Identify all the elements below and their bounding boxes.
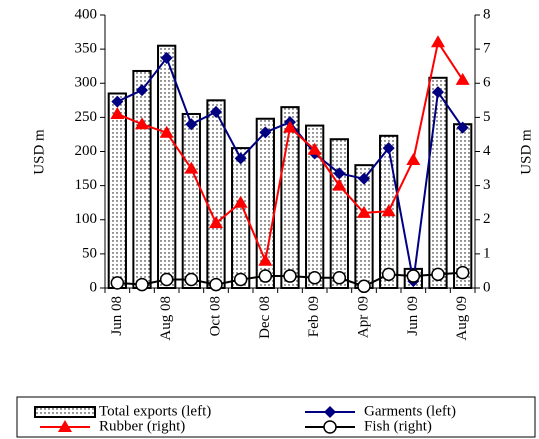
legend-swatch [34, 406, 96, 418]
marker [160, 51, 173, 64]
marker [58, 420, 72, 432]
marker [233, 272, 248, 287]
marker [209, 216, 223, 229]
marker [358, 172, 370, 185]
marker [159, 272, 174, 287]
marker [110, 106, 125, 119]
marker [432, 86, 444, 99]
y-tick-label: 200 [75, 143, 98, 159]
bar [107, 92, 127, 289]
legend-item: Rubber (right) [40, 418, 185, 434]
legend-item: Fish (right) [305, 418, 432, 434]
bar [305, 124, 325, 289]
x-tick-label: Apr 09 [355, 296, 371, 338]
marker [357, 279, 371, 294]
y2-tick-label: 4 [483, 143, 491, 159]
marker [210, 105, 222, 118]
y2-tick-label: 6 [483, 75, 491, 91]
marker [259, 126, 272, 139]
marker [136, 84, 148, 97]
marker [456, 121, 469, 134]
marker [184, 161, 199, 174]
marker [159, 125, 174, 138]
y-tick-label: 50 [82, 245, 97, 261]
y2-tick-label: 0 [483, 279, 491, 295]
marker [431, 267, 445, 282]
marker [455, 265, 470, 280]
x-tick-label: Jun 09 [405, 296, 421, 336]
marker [381, 267, 396, 282]
marker [209, 277, 223, 292]
marker [135, 277, 149, 292]
y2-tick-label: 7 [483, 41, 491, 57]
x-tick-label: Jun 08 [109, 296, 125, 336]
bar [255, 117, 275, 289]
marker [406, 153, 421, 166]
bar [132, 69, 152, 289]
x-tick-label: Aug 09 [454, 296, 470, 341]
marker [357, 205, 371, 218]
bar [428, 76, 448, 290]
marker [233, 195, 248, 208]
marker [382, 142, 395, 155]
marker [332, 178, 347, 191]
marker [332, 271, 347, 285]
bar [157, 44, 177, 290]
marker [258, 253, 273, 266]
marker [234, 152, 247, 165]
marker [110, 276, 125, 290]
y2-tick-label: 1 [483, 245, 491, 261]
marker [283, 120, 297, 133]
marker [333, 167, 346, 180]
y-tick-label: 400 [75, 6, 98, 22]
y-tick-label: 300 [75, 75, 98, 91]
x-tick-label: Aug 08 [158, 296, 174, 341]
y-tick-label: 250 [75, 109, 98, 125]
marker [184, 272, 199, 287]
y2-tick-label: 3 [483, 177, 491, 193]
legend-item: Total exports (left) [34, 403, 211, 419]
legend-label: Garments (left) [364, 403, 456, 419]
x-tick-label: Oct 08 [207, 296, 223, 336]
bar [453, 123, 473, 289]
legend-box [16, 396, 536, 438]
y2-tick-label: 8 [483, 6, 491, 22]
marker [307, 142, 322, 155]
bar [206, 99, 226, 289]
marker [283, 269, 297, 283]
y-axis-label: USD m [31, 129, 47, 175]
y2-tick-label: 5 [483, 109, 491, 125]
y-tick-label: 150 [75, 177, 98, 193]
marker [135, 117, 149, 130]
y-tick-label: 350 [75, 41, 98, 57]
marker [323, 420, 337, 434]
x-tick-label: Feb 09 [306, 296, 322, 337]
y-tick-label: 0 [90, 279, 98, 295]
bar [181, 112, 201, 290]
marker [431, 35, 445, 48]
legend-label: Rubber (right) [99, 418, 185, 434]
marker [406, 269, 421, 283]
x-tick-label: Dec 08 [257, 296, 273, 339]
legend-label: Total exports (left) [99, 403, 211, 419]
y2-axis-label: USD m [518, 129, 534, 175]
marker [185, 118, 198, 131]
legend-label: Fish (right) [364, 418, 432, 434]
y-tick-label: 100 [75, 211, 98, 227]
legend-item: Garments (left) [305, 403, 456, 419]
bar [231, 147, 251, 289]
marker [324, 406, 336, 418]
marker [381, 204, 396, 217]
bar [329, 138, 349, 289]
marker [258, 269, 273, 283]
y2-tick-label: 2 [483, 211, 491, 227]
marker [111, 95, 124, 108]
marker [307, 271, 322, 285]
marker [455, 72, 470, 85]
